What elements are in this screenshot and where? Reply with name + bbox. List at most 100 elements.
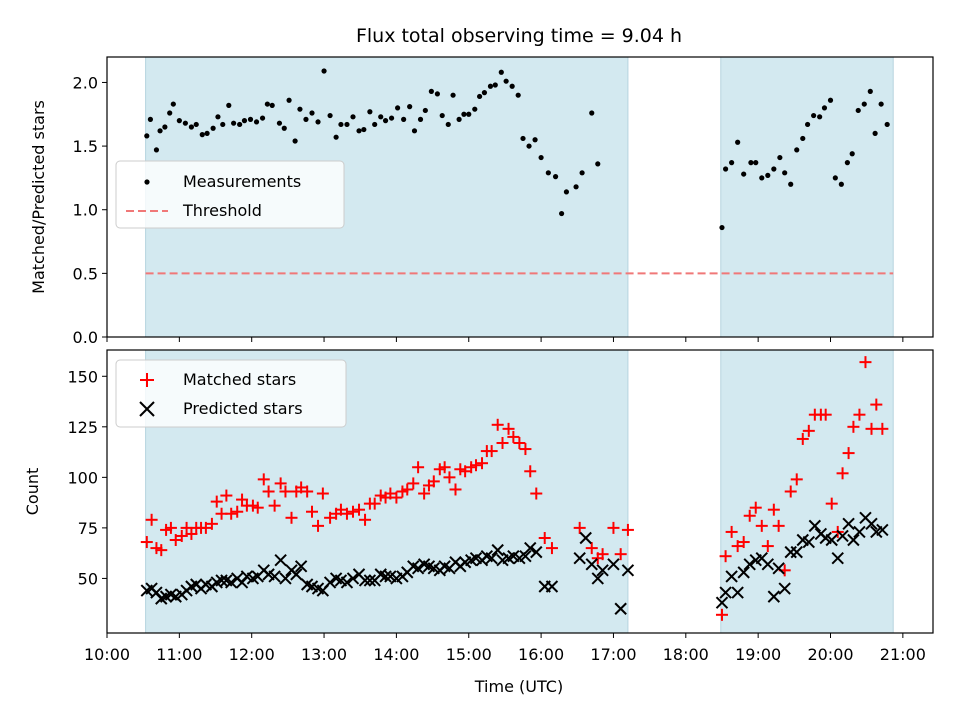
predicted-star-marker bbox=[485, 552, 498, 565]
axis-ticks: 0.0 0.5 1.0 1.5 2.0 bbox=[73, 73, 904, 347]
matched-star-marker bbox=[502, 422, 515, 435]
measurement-point bbox=[456, 116, 462, 122]
marker-stroke bbox=[847, 533, 860, 547]
matched-star-marker bbox=[210, 495, 223, 508]
matched-star-marker bbox=[155, 544, 168, 557]
predicted-star-marker bbox=[530, 545, 543, 559]
predicted-stars-points bbox=[140, 511, 889, 615]
marker-stroke bbox=[480, 549, 494, 563]
plot-frame bbox=[106, 349, 934, 634]
y-axis-label: Count bbox=[23, 468, 42, 516]
matched-star-marker bbox=[231, 505, 244, 518]
measurement-point bbox=[498, 69, 504, 75]
marker-stroke bbox=[524, 541, 537, 555]
y-tick-label: 1.5 bbox=[73, 137, 98, 156]
marker-stroke bbox=[737, 566, 750, 579]
legend-label-matched: Matched stars bbox=[183, 370, 296, 389]
marker-stroke bbox=[579, 531, 592, 545]
marker-stroke bbox=[352, 568, 366, 581]
predicted-star-marker bbox=[719, 586, 732, 599]
predicted-star-marker bbox=[379, 570, 392, 583]
predicted-star-marker bbox=[346, 572, 360, 585]
matched-star-marker bbox=[755, 519, 768, 532]
matched-star-marker bbox=[715, 608, 728, 621]
marker-stroke bbox=[507, 549, 520, 563]
matched-star-marker bbox=[225, 507, 238, 520]
predicted-star-marker bbox=[274, 554, 287, 567]
matched-star-marker bbox=[368, 497, 381, 510]
matched-star-marker bbox=[412, 461, 425, 474]
matched-star-marker bbox=[743, 509, 756, 522]
measurement-point bbox=[461, 111, 467, 117]
measurement-point bbox=[552, 174, 559, 180]
marker-stroke bbox=[796, 533, 809, 547]
matched-star-marker bbox=[749, 501, 762, 514]
matched-star-marker bbox=[443, 471, 456, 484]
measurement-point bbox=[241, 118, 248, 124]
measurement-point bbox=[777, 154, 783, 161]
marker-stroke bbox=[853, 525, 866, 539]
predicted-star-marker bbox=[731, 586, 744, 599]
marker-stroke bbox=[340, 576, 354, 589]
predicted-star-marker bbox=[340, 576, 354, 589]
y-tick-label: 100 bbox=[67, 468, 98, 487]
measurement-point bbox=[794, 147, 800, 153]
marker-stroke bbox=[530, 545, 543, 559]
matched-star-marker bbox=[390, 491, 403, 504]
measurement-point bbox=[538, 154, 544, 161]
measurement-point bbox=[350, 114, 356, 120]
marker-stroke bbox=[411, 562, 425, 575]
measurement-point bbox=[765, 172, 771, 178]
matched-star-marker bbox=[199, 521, 212, 534]
x-tick-label: 13:00 bbox=[301, 645, 347, 664]
measurement-point bbox=[226, 102, 232, 108]
marker-stroke bbox=[305, 580, 319, 593]
measurement-point bbox=[450, 92, 456, 98]
matched-star-marker bbox=[847, 420, 860, 433]
matched-star-marker bbox=[737, 536, 750, 549]
measurement-point bbox=[344, 121, 350, 128]
matched-star-marker bbox=[295, 481, 308, 494]
marker-stroke bbox=[842, 517, 855, 531]
measurement-point bbox=[753, 160, 759, 166]
measurement-point bbox=[861, 101, 867, 107]
measurement-point bbox=[445, 121, 451, 128]
y-tick-label: 0.0 bbox=[73, 328, 98, 347]
measurement-point bbox=[259, 115, 266, 121]
measurement-point bbox=[782, 170, 788, 176]
predicted-star-marker bbox=[725, 570, 738, 583]
marker-stroke bbox=[743, 558, 756, 571]
matched-star-marker bbox=[279, 485, 292, 498]
measurement-point bbox=[719, 224, 725, 231]
measurement-point bbox=[321, 68, 327, 74]
measurement-point bbox=[237, 121, 243, 128]
predicted-star-marker bbox=[790, 545, 803, 559]
measurement-point bbox=[367, 109, 373, 115]
measurement-point bbox=[800, 135, 806, 142]
matched-star-marker bbox=[545, 542, 558, 555]
measurement-point bbox=[411, 128, 418, 134]
matched-star-marker bbox=[476, 457, 489, 470]
predicted-star-marker bbox=[743, 558, 756, 571]
marker-stroke bbox=[808, 519, 822, 533]
matched-star-marker bbox=[164, 521, 177, 534]
marker-stroke bbox=[591, 572, 604, 585]
x-tick-label: 14:00 bbox=[373, 645, 419, 664]
y-axis-label: Matched/Predicted stars bbox=[29, 100, 48, 294]
measurement-point bbox=[466, 111, 472, 117]
observing-window bbox=[720, 349, 894, 634]
measurement-point bbox=[182, 120, 188, 126]
measurement-point bbox=[849, 151, 855, 157]
matched-star-marker bbox=[573, 521, 586, 534]
matched-star-marker bbox=[427, 475, 440, 488]
measurement-point bbox=[741, 171, 747, 177]
matched-star-marker bbox=[220, 489, 233, 502]
y-tick-label: 125 bbox=[67, 418, 98, 437]
matched-star-marker bbox=[312, 519, 325, 532]
marker-stroke bbox=[358, 574, 372, 587]
marker-stroke bbox=[790, 545, 803, 559]
measurement-point bbox=[220, 121, 226, 128]
measurement-point bbox=[281, 125, 287, 131]
matched-star-marker bbox=[449, 483, 462, 496]
matched-star-marker bbox=[725, 525, 738, 538]
